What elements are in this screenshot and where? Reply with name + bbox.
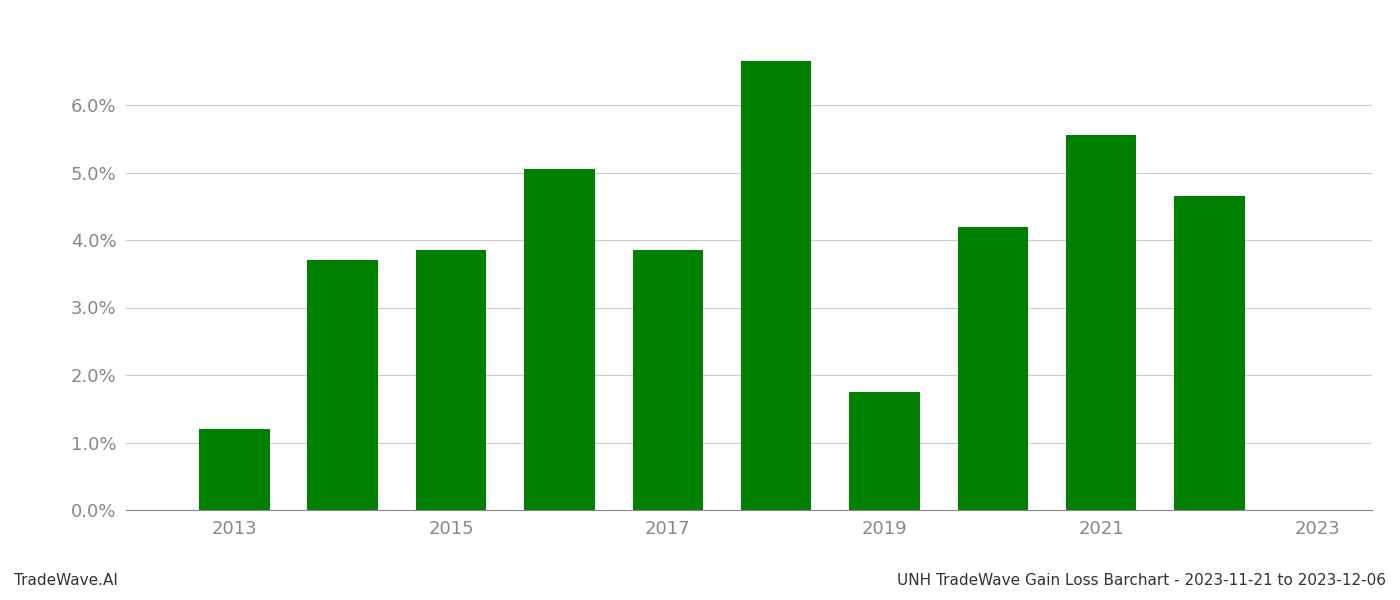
Bar [850, 392, 920, 510]
Text: TradeWave.AI: TradeWave.AI [14, 573, 118, 588]
Bar [741, 61, 812, 510]
Bar [416, 250, 486, 510]
Bar [308, 260, 378, 510]
Text: UNH TradeWave Gain Loss Barchart - 2023-11-21 to 2023-12-06: UNH TradeWave Gain Loss Barchart - 2023-… [897, 573, 1386, 588]
Bar [1175, 196, 1245, 510]
Bar [958, 226, 1028, 510]
Bar [633, 250, 703, 510]
Bar [524, 169, 595, 510]
Bar [1065, 136, 1137, 510]
Bar [199, 429, 270, 510]
